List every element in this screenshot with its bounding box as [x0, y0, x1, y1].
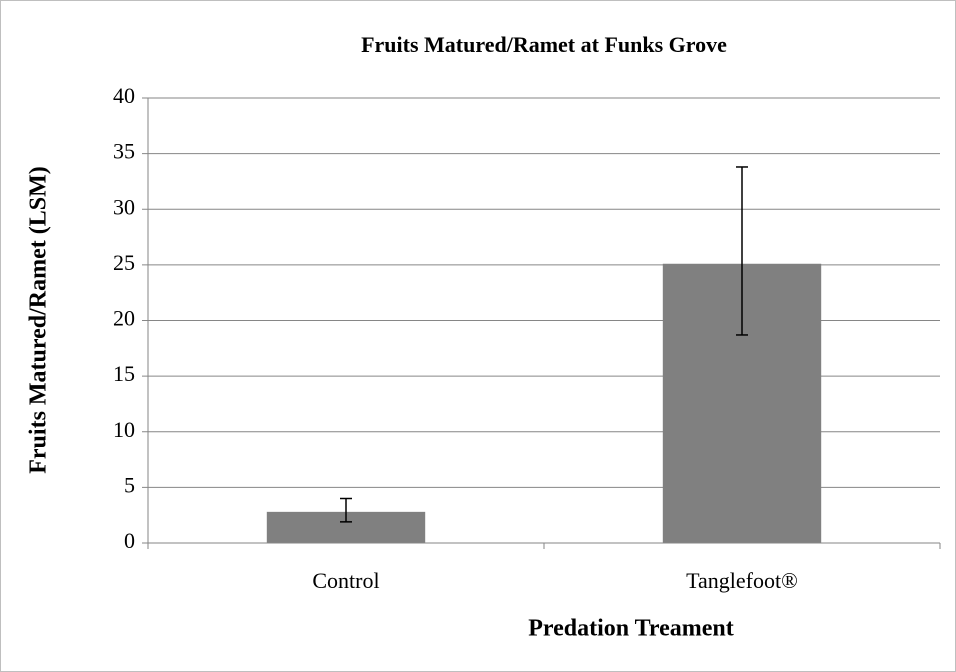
y-tick-label: 15: [113, 361, 135, 386]
y-tick-label: 5: [124, 472, 135, 497]
x-axis-title: Predation Treament: [528, 616, 734, 642]
x-tick-label: Control: [312, 568, 379, 593]
y-tick-label: 30: [113, 194, 135, 219]
y-tick-label: 10: [113, 417, 135, 442]
x-tick-label: Tanglefoot®: [686, 568, 798, 593]
chart-title: Fruits Matured/Ramet at Funks Grove: [361, 32, 727, 57]
y-tick-label: 0: [124, 528, 135, 553]
error-bar: [340, 497, 352, 523]
y-tick-label: 40: [113, 83, 135, 108]
error-bar: [736, 166, 748, 336]
y-axis-title: Fruits Matured/Ramet (LSM): [26, 166, 52, 474]
y-tick-label: 20: [113, 306, 135, 331]
y-tick-label: 35: [113, 139, 135, 164]
y-tick-label: 25: [113, 250, 135, 275]
